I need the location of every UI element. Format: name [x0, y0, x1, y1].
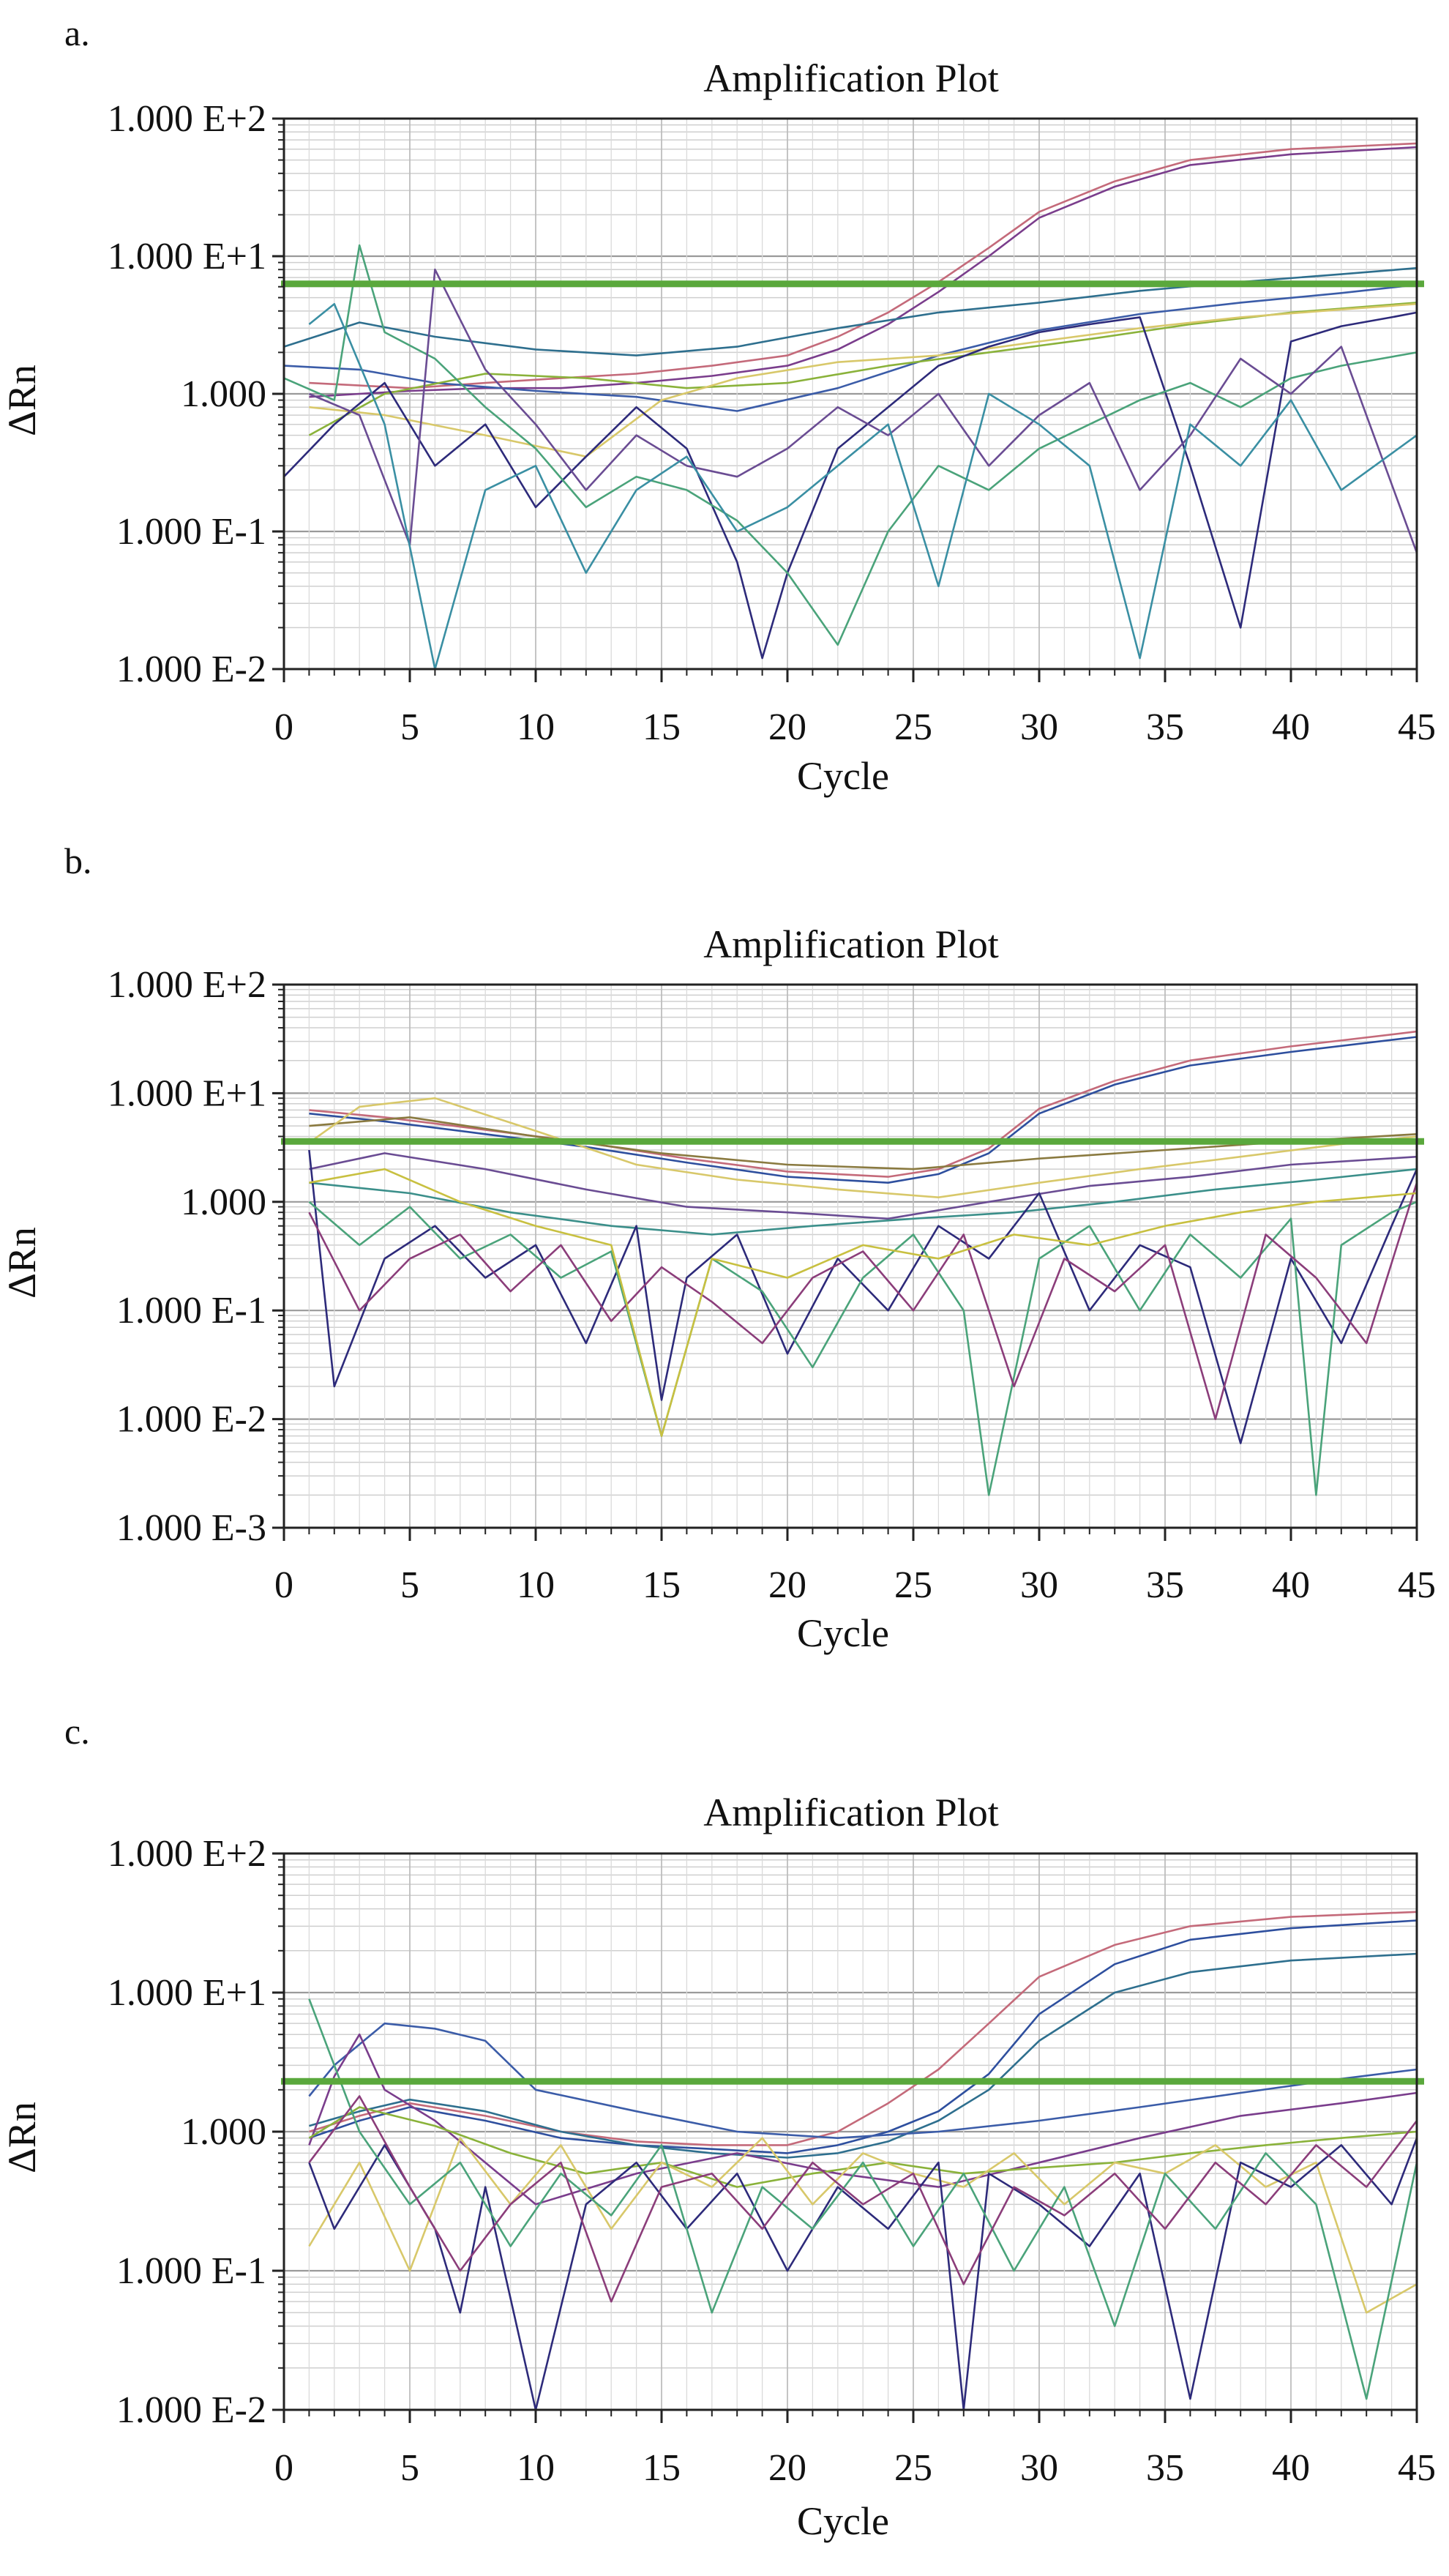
x-tick-label: 5 [400, 1564, 419, 1606]
y-tick-label: 1.000 E+2 [108, 1833, 266, 1875]
series-line-7 [308, 1149, 1418, 1444]
plot-frame [282, 983, 1418, 1529]
panel-a: a. Amplification Plot ΔRn Cycle 1.000 E+… [0, 12, 1436, 798]
grid [283, 983, 1418, 1529]
y-tick-label: 1.000 E+1 [108, 1972, 266, 2014]
series-line-7 [308, 2137, 1418, 2314]
series-line-6 [309, 302, 1418, 458]
y-axis-label: ΔRn [0, 2102, 44, 2173]
series-line-9 [308, 268, 1418, 553]
x-tick-label: 0 [274, 2447, 293, 2489]
y-axis-label: ΔRn [0, 365, 44, 436]
series-group [308, 1911, 1418, 2411]
series-line-6 [308, 2106, 1418, 2188]
y-tick-label: 1.000 E+2 [108, 98, 266, 140]
x-tick-label: 25 [894, 706, 932, 748]
x-axis-label: Cycle [797, 754, 889, 798]
x-tick-label: 35 [1146, 1564, 1184, 1606]
panel-c: c. Amplification Plot ΔRn Cycle 1.000 E+… [0, 1711, 1436, 2543]
series-line-4 [283, 283, 1418, 412]
series-line-4 [308, 1097, 1418, 1198]
x-tick-label: 10 [517, 2447, 555, 2489]
panel-label: c. [64, 1711, 90, 1752]
x-tick-label: 35 [1146, 706, 1184, 748]
x-tick-label: 30 [1020, 706, 1058, 748]
y-tick-label: 1.000 E-1 [116, 511, 266, 553]
x-tick-label: 20 [768, 706, 806, 748]
y-tick-label: 1.000 E+2 [108, 964, 266, 1006]
chart-title: Amplification Plot [703, 1791, 998, 1834]
y-axis-label: ΔRn [0, 1227, 44, 1299]
series-line-10 [308, 2095, 1418, 2303]
x-tick-label: 0 [274, 1564, 293, 1606]
chart-title: Amplification Plot [703, 922, 998, 966]
x-tick-label: 10 [517, 1564, 555, 1606]
chart-title: Amplification Plot [703, 56, 998, 100]
series-line-9 [308, 1998, 1418, 2400]
x-tick-label: 40 [1272, 706, 1310, 748]
series-group [283, 142, 1418, 671]
x-tick-label: 15 [643, 706, 681, 748]
y-tick-label: 1.000 E-1 [116, 1290, 266, 1332]
x-tick-label: 5 [400, 2447, 419, 2489]
plot-area: 1.000 E+2 1.000 E+1 1.000 1.000 E-1 1.000 E-… [108, 1833, 1436, 2489]
y-tick-label: 1.000 E-2 [116, 1399, 266, 1441]
x-tick-label: 10 [517, 706, 555, 748]
series-line-1 [309, 1036, 1418, 1184]
grid [283, 1852, 1418, 2411]
panel-label: a. [64, 12, 90, 53]
y-tick-label: 1.000 E-1 [116, 2250, 266, 2292]
series-line-2 [308, 1919, 1418, 2154]
x-tick-label: 15 [643, 2447, 681, 2489]
x-tick-label: 15 [643, 1564, 681, 1606]
x-tick-label: 0 [274, 706, 293, 748]
x-tick-label: 45 [1398, 706, 1436, 748]
series-line-5 [308, 2033, 1418, 2206]
series-line-6 [309, 1168, 1418, 1236]
x-tick-label: 30 [1020, 2447, 1058, 2489]
x-tick-label: 40 [1272, 1564, 1310, 1606]
x-tick-label: 25 [894, 2447, 932, 2489]
panel-b: b. Amplification Plot ΔRn Cycle 1.000 E+… [0, 840, 1436, 1655]
x-tick-label: 5 [400, 706, 419, 748]
x-tick-label: 20 [768, 2447, 806, 2489]
x-tick-label: 45 [1398, 1564, 1436, 1606]
plot-area: 1.000 E+2 1.000 E+1 1.000 1.000 E-1 1.000 E-… [108, 964, 1436, 1606]
y-tick-label: 1.000 [181, 1181, 266, 1223]
series-line-5 [308, 302, 1418, 436]
x-tick-label: 25 [894, 1564, 932, 1606]
series-line-8 [308, 1201, 1418, 1496]
y-tick-label: 1.000 E-2 [116, 649, 266, 690]
plot-area: 1.000 E+2 1.000 E+1 1.000 1.000 E-1 1.000 E-… [108, 98, 1436, 748]
x-tick-label: 40 [1272, 2447, 1310, 2489]
panel-label: b. [64, 840, 92, 881]
y-tick-label: 1.000 [181, 373, 266, 415]
series-line-1 [309, 146, 1418, 398]
x-tick-label: 30 [1020, 1564, 1058, 1606]
series-line-5 [309, 1152, 1418, 1220]
series-line-9 [308, 1182, 1418, 1420]
y-tick-label: 1.000 E+1 [108, 1072, 266, 1114]
x-tick-label: 45 [1398, 2447, 1436, 2489]
x-tick-label: 20 [768, 1564, 806, 1606]
y-tick-label: 1.000 [181, 2111, 266, 2153]
series-group [308, 1030, 1418, 1496]
x-tick-label: 35 [1146, 2447, 1184, 2489]
y-tick-label: 1.000 E-3 [116, 1507, 266, 1549]
series-line-1 [309, 1911, 1418, 2146]
x-axis-label: Cycle [797, 2499, 889, 2543]
x-axis-label: Cycle [797, 1611, 889, 1655]
series-line-10 [309, 1168, 1418, 1437]
series-line-7 [283, 311, 1418, 660]
y-tick-label: 1.000 E+1 [108, 236, 266, 277]
series-line-4 [308, 2022, 1418, 2139]
series-line-3 [309, 1116, 1418, 1171]
series-line-3 [309, 1952, 1418, 2159]
y-tick-label: 1.000 E-2 [116, 2389, 266, 2431]
series-line-10 [308, 302, 1418, 671]
